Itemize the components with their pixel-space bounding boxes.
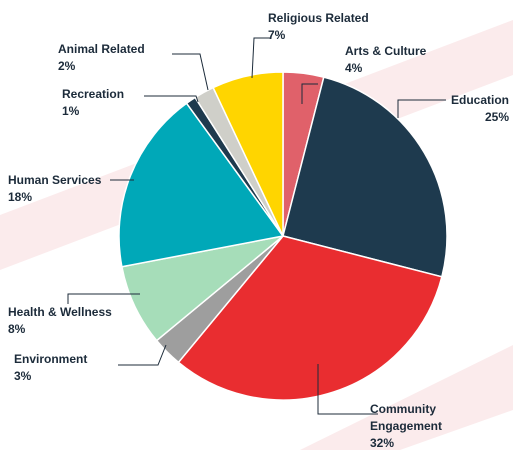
leader-line-animal-related xyxy=(172,53,209,91)
leader-line-arts-and-culture xyxy=(301,83,318,104)
pie-slices xyxy=(118,71,448,401)
label-human-services: Human Services 18% xyxy=(8,173,102,204)
label-education: Education 25% xyxy=(451,93,509,124)
label-animal-related: Animal Related 2% xyxy=(58,42,145,73)
leader-lines xyxy=(67,37,446,415)
slice-labels: Arts & Culture 4% Education 25% Community Eng… xyxy=(8,11,509,450)
slice-religious-related xyxy=(212,71,284,237)
label-recreation: Recreation 1% xyxy=(62,87,124,118)
slice-community-engagement xyxy=(177,235,443,401)
label-religious-related: Religious Related 7% xyxy=(268,11,369,42)
background-stripe-bottom xyxy=(300,345,513,450)
slice-education xyxy=(282,76,448,278)
label-arts-and-culture: Arts & Culture 4% xyxy=(345,44,427,75)
label-environment: Environment 3% xyxy=(14,352,87,383)
leader-line-health-and-wellness xyxy=(67,293,140,304)
leader-line-environment xyxy=(118,344,167,366)
leader-line-recreation xyxy=(144,95,199,103)
slice-human-services xyxy=(118,102,285,268)
leader-line-education xyxy=(397,99,446,118)
leader-line-community-engagement xyxy=(317,364,378,415)
leader-line-religious-related xyxy=(251,37,270,79)
label-health-and-wellness: Health & Wellness 8% xyxy=(8,305,112,336)
label-community-engagement: Community Engagement 32% xyxy=(370,402,442,450)
